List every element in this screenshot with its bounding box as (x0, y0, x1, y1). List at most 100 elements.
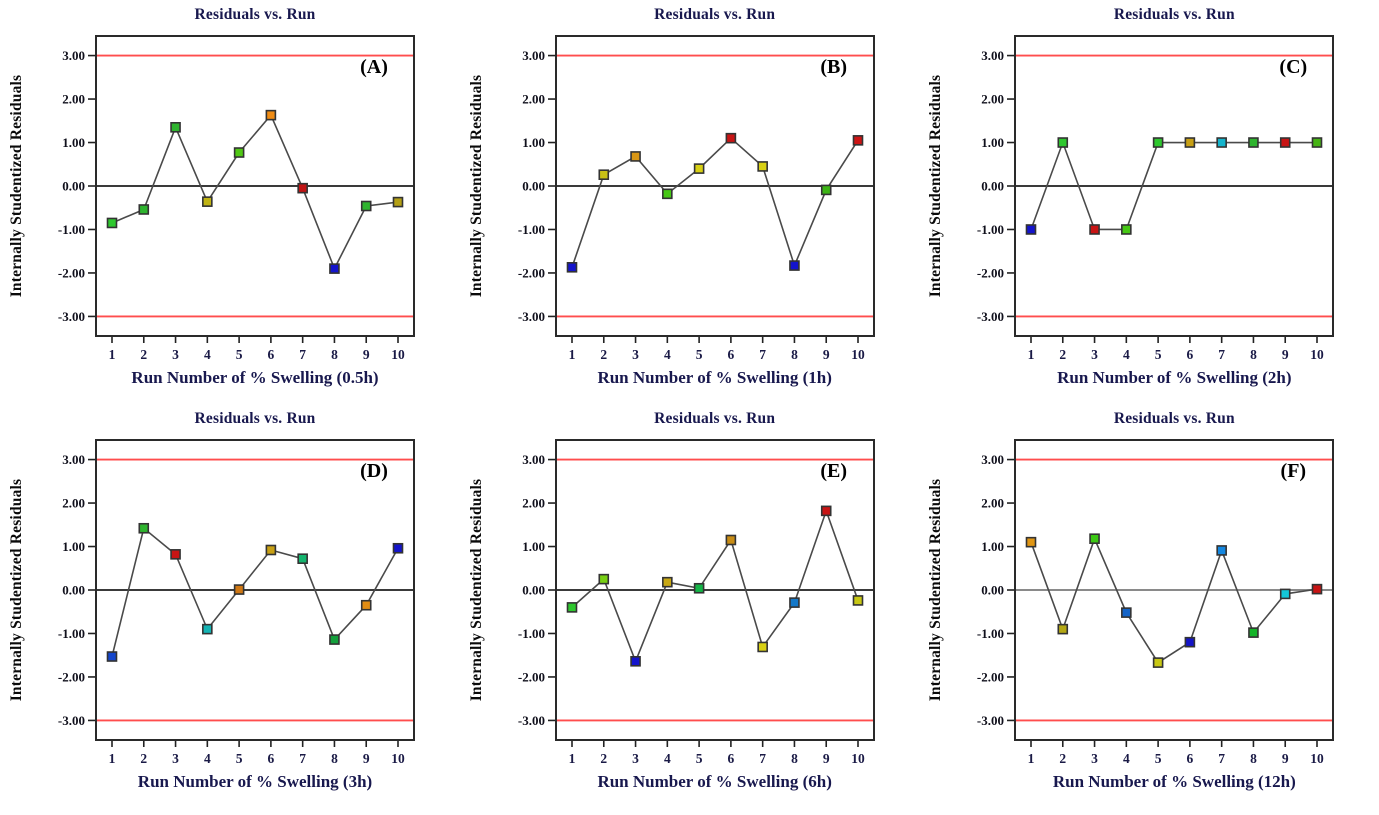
x-tick-label: 1 (568, 751, 575, 766)
data-point-marker (788, 260, 800, 271)
data-point-marker (1057, 137, 1069, 148)
data-point-marker (820, 505, 832, 517)
x-tick-label: 6 (1187, 347, 1194, 362)
residual-line (1030, 140, 1318, 231)
y-tick-label: 1.00 (522, 539, 545, 554)
subplot-b: Residuals vs. Run Internally Studentized… (460, 0, 920, 404)
residual-line (571, 508, 859, 664)
x-tick-label: 6 (268, 751, 275, 766)
x-tick-label: 3 (172, 347, 179, 362)
data-point-marker (852, 135, 863, 146)
x-tick-label: 1 (1028, 751, 1035, 766)
x-tick-label: 9 (823, 751, 830, 766)
y-tick-label: 2.00 (982, 92, 1005, 107)
y-tick-label: -3.00 (518, 713, 545, 728)
data-point-marker (566, 262, 577, 273)
x-tick-label: 6 (1187, 751, 1194, 766)
y-tick-label: 1.00 (982, 539, 1005, 554)
y-tick-label: -3.00 (518, 309, 545, 324)
x-tick-label: 3 (172, 751, 179, 766)
x-tick-label: 7 (1219, 347, 1226, 362)
data-point-marker (725, 132, 736, 144)
data-point-marker (1184, 137, 1196, 148)
subplot-d: Residuals vs. Run Internally Studentized… (0, 404, 460, 815)
x-tick-label: 5 (695, 347, 702, 362)
x-tick-label: 1 (109, 347, 116, 362)
data-point-marker (725, 534, 736, 546)
data-point-marker (202, 623, 213, 635)
x-tick-label: 10 (391, 347, 405, 362)
x-axis-label: Run Number of % Swelling (12h) (1052, 772, 1296, 791)
x-tick-label: 10 (851, 751, 865, 766)
x-tick-label: 7 (759, 751, 766, 766)
data-point-marker (757, 161, 768, 172)
x-tick-label: 8 (791, 751, 798, 766)
data-point-marker (392, 196, 404, 208)
data-point-marker (598, 169, 609, 180)
y-tick-label: -1.00 (58, 626, 85, 641)
chart-title: Residuals vs. Run (194, 6, 316, 23)
y-tick-label: 3.00 (522, 452, 545, 467)
x-tick-label: 7 (1219, 751, 1226, 766)
x-tick-label: 6 (727, 347, 734, 362)
y-tick-label: 2.00 (62, 496, 85, 511)
y-tick-label: 3.00 (982, 48, 1005, 63)
data-point-marker (1121, 607, 1132, 618)
chart-title: Residuals vs. Run (1113, 6, 1235, 23)
data-point-marker (170, 122, 181, 133)
y-tick-label: -2.00 (58, 670, 85, 685)
data-point-marker (1089, 224, 1101, 235)
chart-title: Residuals vs. Run (194, 410, 316, 427)
y-tick-label: 0.00 (62, 583, 85, 598)
y-tick-label: -3.00 (977, 713, 1004, 728)
data-point-marker (1026, 536, 1037, 548)
data-point-marker (1312, 583, 1323, 595)
plot-frame (554, 35, 875, 337)
x-tick-label: 9 (1282, 751, 1289, 766)
chart-title: Residuals vs. Run (1113, 410, 1235, 427)
data-point-marker (329, 634, 340, 645)
y-tick-label: -2.00 (518, 266, 545, 281)
data-point-marker (1153, 137, 1164, 148)
y-tick-label: 0.00 (522, 583, 545, 598)
plot-area-b: 3.00 2.00 1.00 0.00 -1.00 -2.00 -3.00 1 2 3 4 5 6 7 8 9… (518, 35, 875, 362)
chart-title: Residuals vs. Run (654, 410, 776, 427)
panel-label-f: (F) (1280, 460, 1307, 482)
data-point-marker (1280, 137, 1291, 148)
y-tick-label: 3.00 (62, 48, 85, 63)
plot-area-d: 3.00 2.00 1.00 0.00 -1.00 -2.00 -3.00 1 2 3 4 5 6 7 8 9… (58, 439, 415, 766)
data-point-marker (693, 582, 705, 594)
subplot-e: Residuals vs. Run Internally Studentized… (460, 404, 920, 815)
data-point-marker (138, 204, 150, 215)
residual-line (570, 137, 859, 268)
x-tick-label: 5 (1155, 751, 1162, 766)
data-point-marker (629, 656, 641, 667)
residual-line (111, 113, 399, 271)
y-tick-label: -2.00 (977, 266, 1004, 281)
data-point-marker (360, 599, 372, 611)
y-tick-label: -1.00 (518, 626, 545, 641)
x-tick-label: 7 (759, 347, 766, 362)
y-tick-label: 3.00 (982, 452, 1005, 467)
y-tick-label: 0.00 (982, 179, 1005, 194)
y-tick-label: -3.00 (58, 309, 85, 324)
y-tick-label: -3.00 (977, 309, 1004, 324)
x-tick-label: 10 (1311, 751, 1325, 766)
x-tick-label: 8 (791, 347, 798, 362)
data-point-marker (297, 182, 308, 194)
data-point-marker (106, 217, 118, 229)
x-tick-label: 2 (140, 347, 147, 362)
x-tick-label: 5 (1155, 347, 1162, 362)
subplot-f: Residuals vs. Run Internally Studentized… (919, 404, 1379, 815)
y-tick-label: 2.00 (62, 92, 85, 107)
plot-frame (1014, 35, 1335, 337)
data-point-marker (233, 147, 245, 158)
chart-title: Residuals vs. Run (654, 6, 776, 23)
x-tick-label: 3 (632, 347, 639, 362)
y-tick-label: 3.00 (522, 48, 545, 63)
x-tick-label: 4 (204, 751, 211, 766)
y-tick-label: 2.00 (522, 92, 545, 107)
x-tick-label: 7 (299, 347, 306, 362)
subplot-c: Residuals vs. Run Internally Studentized… (919, 0, 1379, 404)
x-tick-label: 4 (664, 347, 671, 362)
